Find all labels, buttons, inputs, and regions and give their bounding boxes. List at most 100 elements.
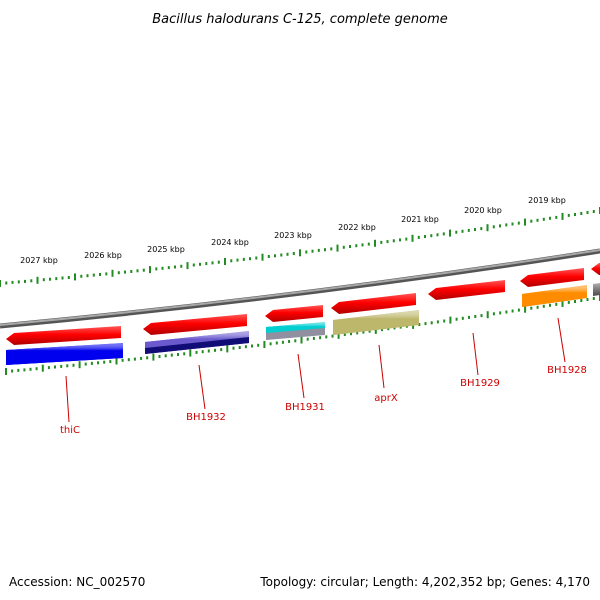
- ruler-minor-tick: [292, 252, 295, 255]
- ruler-minor-tick: [251, 344, 253, 348]
- gene-blocks: [6, 283, 600, 365]
- ruler-minor-tick: [586, 298, 589, 301]
- ruler-minor-tick: [530, 306, 533, 310]
- ruler-minor-tick: [399, 238, 401, 242]
- ruler-major-tick: [5, 368, 7, 375]
- ruler-major-tick: [374, 239, 376, 247]
- ruler-minor-tick: [356, 331, 359, 335]
- ruler-minor-tick: [468, 315, 470, 319]
- ruler-minor-tick: [124, 270, 126, 274]
- ruler-major-tick: [226, 345, 229, 353]
- ruler-minor-tick: [267, 255, 270, 258]
- ruler-inner: [5, 294, 600, 375]
- ruler-minor-tick: [355, 244, 358, 248]
- ruler-minor-tick: [424, 322, 427, 326]
- gene-arrow-BH1928[interactable]: [520, 268, 584, 287]
- ruler-minor-tick: [592, 210, 595, 213]
- gene-arrow-aprX[interactable]: [331, 293, 416, 314]
- ruler-minor-tick: [61, 276, 64, 280]
- gene-arrow-BH1929[interactable]: [428, 280, 505, 300]
- gene-label-aprX[interactable]: aprX: [374, 393, 398, 404]
- ruler-major-tick: [449, 316, 452, 324]
- ruler-minor-tick: [127, 358, 130, 362]
- ruler-minor-tick: [567, 213, 570, 217]
- ruler-minor-tick: [130, 270, 133, 273]
- ruler-minor-tick: [170, 353, 173, 357]
- ruler-minor-tick: [217, 260, 220, 264]
- ruler-major-tick: [74, 273, 76, 281]
- ruler-minor-tick: [580, 299, 583, 302]
- tick-label: 2023 kbp: [274, 231, 312, 240]
- gene-labels: thiC BH1932 BH1931 aprX BH1929 BH1928: [60, 317, 587, 436]
- ruler-minor-tick: [443, 319, 446, 323]
- ruler-minor-tick: [492, 225, 495, 229]
- ruler-minor-tick: [330, 247, 333, 251]
- gene-arrow-partial: [591, 263, 600, 275]
- ruler-minor-tick: [288, 340, 291, 343]
- leader-line: [198, 364, 206, 410]
- gene-arrow-BH1931[interactable]: [265, 305, 323, 322]
- ruler-minor-tick: [214, 348, 216, 352]
- gene-label-BH1932[interactable]: BH1932: [186, 412, 226, 423]
- gene-label-BH1929[interactable]: BH1929: [460, 378, 500, 389]
- ruler-minor-tick: [517, 221, 520, 225]
- ruler-minor-tick: [201, 350, 204, 354]
- ruler-minor-tick: [319, 336, 322, 340]
- ruler-minor-tick: [580, 212, 583, 215]
- gene-block-shade: [6, 343, 123, 365]
- ruler-minor-tick: [174, 265, 176, 269]
- ruler-minor-tick: [67, 276, 70, 279]
- ruler-minor-tick: [109, 360, 112, 364]
- ruler-major-tick: [561, 212, 564, 220]
- ruler-minor-tick: [92, 273, 95, 277]
- ruler-minor-tick: [84, 362, 87, 366]
- ruler-minor-tick: [155, 267, 158, 271]
- ruler-minor-tick: [286, 252, 289, 256]
- ruler-minor-tick: [380, 240, 383, 244]
- gene-arrow-thiC[interactable]: [6, 326, 121, 345]
- ruler-minor-tick: [311, 249, 314, 253]
- leader-line: [297, 353, 305, 399]
- ruler-minor-tick: [232, 346, 235, 350]
- ruler-minor-tick: [317, 248, 320, 252]
- ruler-minor-tick: [362, 330, 365, 334]
- ruler-minor-tick: [211, 261, 214, 265]
- ruler-minor-tick: [480, 227, 483, 231]
- ruler-minor-tick: [103, 360, 106, 364]
- ruler-major-tick: [149, 266, 151, 274]
- ruler-minor-tick: [505, 223, 508, 227]
- strand-arrows: [6, 263, 600, 345]
- ruler-minor-tick: [530, 219, 533, 223]
- ruler-minor-tick: [80, 274, 83, 278]
- ruler-minor-tick: [424, 235, 426, 238]
- ruler-minor-tick: [23, 368, 26, 372]
- gene-label-thiC[interactable]: thiC: [60, 425, 80, 436]
- ruler-major-tick: [524, 305, 527, 313]
- ruler-major-tick: [374, 326, 377, 334]
- leader-line: [378, 344, 385, 389]
- ruler-major-tick: [337, 331, 340, 339]
- ruler-minor-tick: [342, 245, 345, 249]
- ruler-minor-tick: [305, 250, 308, 254]
- ruler-minor-tick: [72, 363, 75, 367]
- tick-label: 2026 kbp: [84, 251, 122, 260]
- ruler-minor-tick: [343, 333, 346, 336]
- ruler-minor-tick: [146, 356, 149, 360]
- ruler-minor-tick: [275, 341, 278, 345]
- ruler-minor-tick: [49, 277, 51, 281]
- ruler-minor-tick: [417, 235, 420, 239]
- ruler-minor-tick: [230, 259, 233, 263]
- ruler-major-tick: [411, 234, 414, 242]
- gene-arrow-BH1932[interactable]: [143, 314, 247, 335]
- gene-label-BH1928[interactable]: BH1928: [547, 365, 587, 376]
- ruler-major-tick: [224, 258, 226, 265]
- ruler-minor-tick: [455, 317, 458, 321]
- gene-label-BH1931[interactable]: BH1931: [285, 402, 325, 413]
- ruler-minor-tick: [430, 234, 433, 238]
- ruler-major-tick: [0, 280, 1, 287]
- ruler-minor-tick: [467, 228, 470, 232]
- ruler-minor-tick: [306, 337, 309, 341]
- ruler-minor-tick: [24, 279, 26, 283]
- ruler-minor-tick: [542, 304, 545, 308]
